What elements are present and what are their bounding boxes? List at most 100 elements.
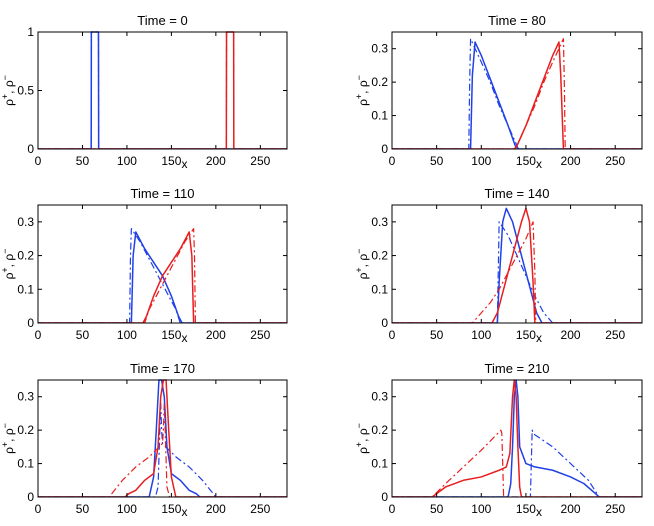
x-tick-label: 0 (389, 328, 396, 342)
chart-panel-5: 0 50 100 150 200 250 0 0.1 0.2 0.3 Time = 170 x ρ+, … (0, 361, 288, 519)
axes-frame (37, 379, 288, 498)
x-tick-label: 50 (76, 154, 90, 168)
x-tick-label: 250 (605, 328, 625, 342)
x-tick-label: 100 (471, 154, 491, 168)
x-tick-label: 200 (561, 328, 581, 342)
y-axis-label: ρ+, ρ− (0, 249, 16, 280)
axes-frame (391, 379, 643, 498)
series-blue-dashdot (38, 228, 287, 323)
x-tick-label: 50 (76, 502, 90, 516)
x-tick-label: 50 (430, 154, 444, 168)
series-red-dashdot (392, 221, 642, 323)
y-tick-label: 0.1 (371, 457, 388, 471)
series-blue-dashdot (392, 429, 642, 497)
y-tick-label: 0.2 (371, 249, 388, 263)
chart-panel-2: 0 50 100 150 200 250 0 0.1 0.2 0.3 Time = 80 x ρ+, ρ… (354, 13, 643, 171)
x-tick-label: 0 (389, 502, 396, 516)
x-tick-label: 150 (516, 328, 536, 342)
series-group (392, 207, 642, 323)
x-tick-label: 50 (76, 328, 90, 342)
y-tick-label: 0.3 (371, 42, 388, 56)
x-tick-label: 250 (250, 154, 270, 168)
y-tick-label: 0.1 (371, 282, 388, 296)
x-tick-label: 200 (206, 154, 226, 168)
y-tick-label: 0.1 (371, 109, 388, 123)
y-tick-label: 0.2 (17, 423, 34, 437)
x-tick-label: 100 (117, 154, 137, 168)
chart-title: Time = 210 (485, 361, 550, 376)
chart-title: Time = 110 (131, 186, 195, 201)
y-tick-label: 0.3 (17, 390, 34, 404)
y-tick-label: 0 (381, 490, 388, 504)
series-red-solid (392, 379, 642, 497)
chart-panel-6: 0 50 100 150 200 250 0 0.1 0.2 0.3 Time = 210 x ρ+, … (354, 361, 643, 519)
axes-frame (37, 31, 288, 150)
x-tick-label: 200 (206, 328, 226, 342)
x-axis-label: x (536, 331, 542, 345)
x-tick-label: 250 (605, 502, 625, 516)
x-tick-label: 100 (471, 502, 491, 516)
x-tick-label: 0 (35, 502, 42, 516)
series-red-dashdot (38, 228, 287, 323)
y-tick-label: 0.2 (371, 75, 388, 89)
y-tick-label: 0.1 (17, 457, 34, 471)
x-tick-label: 200 (206, 502, 226, 516)
x-tick-label: 150 (161, 502, 181, 516)
x-axis-label: x (182, 505, 188, 519)
x-tick-label: 250 (250, 502, 270, 516)
x-tick-label: 50 (430, 328, 444, 342)
x-tick-label: 50 (430, 502, 444, 516)
y-axis-label: ρ+, ρ− (0, 423, 16, 454)
series-blue-solid (392, 41, 642, 149)
x-tick-label: 150 (161, 328, 181, 342)
x-tick-label: 0 (389, 154, 396, 168)
series-red-solid (392, 41, 642, 149)
y-axis-label: ρ+, ρ− (354, 249, 370, 280)
axes-frame (37, 204, 288, 324)
series-group (392, 379, 642, 497)
series-red-solid (38, 31, 287, 149)
x-tick-label: 250 (250, 328, 270, 342)
x-tick-label: 200 (561, 502, 581, 516)
series-blue-solid (38, 31, 287, 149)
y-tick-label: 0.2 (371, 423, 388, 437)
series-blue-solid (392, 379, 642, 497)
series-group (38, 228, 287, 323)
axes-frame (391, 31, 643, 150)
series-blue-dashdot (38, 402, 287, 497)
x-tick-label: 150 (161, 154, 181, 168)
series-red-dashdot (38, 402, 287, 497)
series-red-dashdot (392, 429, 642, 497)
x-tick-label: 200 (561, 154, 581, 168)
x-tick-label: 0 (35, 154, 42, 168)
y-tick-label: 0 (27, 316, 34, 330)
x-tick-label: 150 (516, 502, 536, 516)
chart-panel-4: 0 50 100 150 200 250 0 0.1 0.2 0.3 Time = 140 x ρ+, … (354, 186, 643, 345)
y-tick-label: 0.3 (371, 215, 388, 229)
x-tick-label: 100 (117, 328, 137, 342)
axes-frame (391, 204, 643, 324)
x-tick-label: 250 (605, 154, 625, 168)
y-tick-label: 0 (27, 490, 34, 504)
chart-panel-3: 0 50 100 150 200 250 0 0.1 0.2 0.3 Time = 110 x ρ+, … (0, 186, 288, 345)
x-tick-label: 0 (35, 328, 42, 342)
y-tick-label: 0 (381, 142, 388, 156)
y-axis-label: ρ+, ρ− (354, 423, 370, 454)
series-group (392, 38, 642, 149)
series-blue-dashdot (392, 38, 642, 149)
y-tick-label: 0.5 (17, 84, 34, 98)
x-tick-label: 100 (471, 328, 491, 342)
y-tick-label: 0.3 (17, 215, 34, 229)
y-tick-label: 0.1 (17, 282, 34, 296)
series-red-solid (38, 379, 287, 497)
series-red-solid (38, 231, 287, 323)
series-blue-dashdot (38, 31, 287, 149)
series-blue-solid (392, 207, 642, 323)
y-tick-label: 1 (27, 25, 34, 39)
x-axis-label: x (536, 157, 542, 171)
x-axis-label: x (536, 505, 542, 519)
x-tick-label: 100 (117, 502, 137, 516)
chart-title: Time = 0 (137, 13, 187, 28)
x-tick-label: 150 (516, 154, 536, 168)
